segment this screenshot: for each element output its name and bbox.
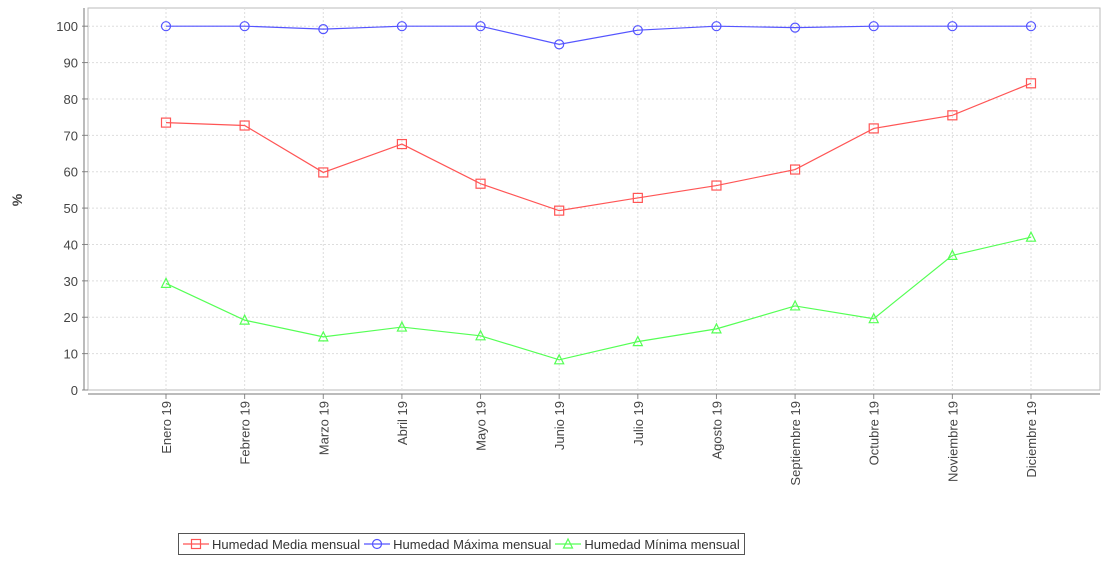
legend: Humedad Media mensual Humedad Máxima mens… xyxy=(178,533,745,555)
data-point xyxy=(396,320,408,332)
data-point xyxy=(1025,230,1037,242)
legend-label: Humedad Máxima mensual xyxy=(393,536,552,552)
x-tick-label: Octubre 19 xyxy=(867,401,882,465)
plot-area xyxy=(87,7,1101,391)
grid-layer xyxy=(87,7,1101,391)
data-point xyxy=(318,167,329,178)
data-point xyxy=(475,21,486,32)
series-2 xyxy=(160,21,1037,50)
data-point xyxy=(160,277,172,289)
y-tick-label: 100 xyxy=(56,19,78,34)
data-point xyxy=(239,120,250,131)
legend-swatch xyxy=(183,538,209,550)
data-point xyxy=(160,117,172,128)
data-point xyxy=(190,538,202,550)
data-point xyxy=(160,21,172,32)
series-layer xyxy=(160,21,1037,365)
legend-label: Humedad Media mensual xyxy=(212,536,361,552)
data-point xyxy=(947,110,958,121)
x-tick-label: Abril 19 xyxy=(395,401,410,445)
y-tick-label: 20 xyxy=(64,310,78,325)
y-tick-label: 70 xyxy=(64,128,78,143)
data-point xyxy=(710,322,722,334)
data-point xyxy=(868,312,880,324)
data-point xyxy=(554,205,565,216)
data-point xyxy=(554,39,565,50)
data-point xyxy=(239,21,250,32)
data-point xyxy=(372,538,383,550)
x-tick-label: Septiembre 19 xyxy=(788,401,803,486)
legend-item: Humedad Media mensual xyxy=(183,537,360,552)
data-point xyxy=(946,249,958,260)
x-tick-label: Noviembre 19 xyxy=(945,401,960,482)
data-point xyxy=(632,335,644,347)
y-tick-label: 60 xyxy=(64,165,78,180)
data-point xyxy=(317,330,329,342)
data-point xyxy=(632,25,643,36)
data-point xyxy=(789,299,801,311)
data-point xyxy=(1025,21,1037,32)
x-tick-label: Marzo 19 xyxy=(316,401,331,455)
data-point xyxy=(562,537,574,549)
y-tick-label: 90 xyxy=(64,56,78,71)
legend-item: Humedad Mínima mensual xyxy=(555,536,740,552)
axis-layer: 0 10 20 30 40 50 60 70 80 90 100 Enero 19 Febrero 19… xyxy=(56,8,1100,486)
data-point xyxy=(947,21,958,32)
data-point xyxy=(868,21,879,32)
series-3 xyxy=(160,230,1037,365)
x-tick-label: Enero 19 xyxy=(159,401,174,454)
series-line xyxy=(166,25,1031,45)
data-point xyxy=(396,21,408,32)
data-point xyxy=(1025,78,1037,89)
x-tick-label: Junio 19 xyxy=(552,401,567,450)
legend-swatch xyxy=(555,537,582,549)
data-point xyxy=(318,24,329,35)
data-point xyxy=(553,353,565,365)
x-tick-label: Diciembre 19 xyxy=(1024,401,1039,478)
x-tick-label: Mayo 19 xyxy=(474,401,489,451)
legend-swatch xyxy=(364,538,391,550)
y-tick-label: 50 xyxy=(64,201,78,216)
y-tick-label: 30 xyxy=(64,274,78,289)
y-tick-label: 40 xyxy=(64,237,78,252)
data-point xyxy=(475,329,487,341)
series-line xyxy=(165,82,1032,212)
x-tick-label: Agosto 19 xyxy=(709,401,724,460)
data-point xyxy=(711,180,722,191)
data-point xyxy=(239,313,251,325)
x-tick-label: Julio 19 xyxy=(631,401,646,446)
legend-item: Humedad Máxima mensual xyxy=(364,537,551,552)
data-point xyxy=(789,164,801,175)
y-tick-label: 80 xyxy=(64,92,78,107)
data-point xyxy=(868,123,879,134)
data-point xyxy=(475,178,486,189)
data-point xyxy=(396,138,408,150)
series-line xyxy=(165,236,1032,361)
data-point xyxy=(711,21,722,32)
y-tick-label: 0 xyxy=(71,383,78,398)
series-1 xyxy=(160,78,1037,216)
data-point xyxy=(632,192,643,204)
y-tick-label: 10 xyxy=(64,347,78,362)
data-point xyxy=(789,22,801,33)
x-tick-label: Febrero 19 xyxy=(238,401,253,465)
legend-label: Humedad Mínima mensual xyxy=(584,536,740,552)
y-axis-label: % xyxy=(9,193,25,206)
